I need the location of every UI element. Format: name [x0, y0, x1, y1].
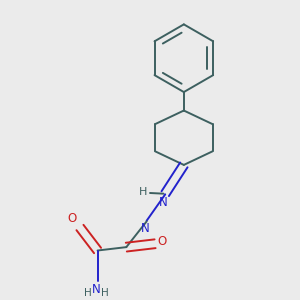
- Text: N: N: [92, 283, 100, 296]
- Text: H: H: [139, 187, 147, 196]
- Text: N: N: [140, 222, 149, 235]
- Text: O: O: [67, 212, 76, 225]
- Text: H: H: [83, 288, 91, 298]
- Text: H: H: [101, 288, 109, 298]
- Text: N: N: [159, 196, 168, 209]
- Text: O: O: [158, 235, 167, 248]
